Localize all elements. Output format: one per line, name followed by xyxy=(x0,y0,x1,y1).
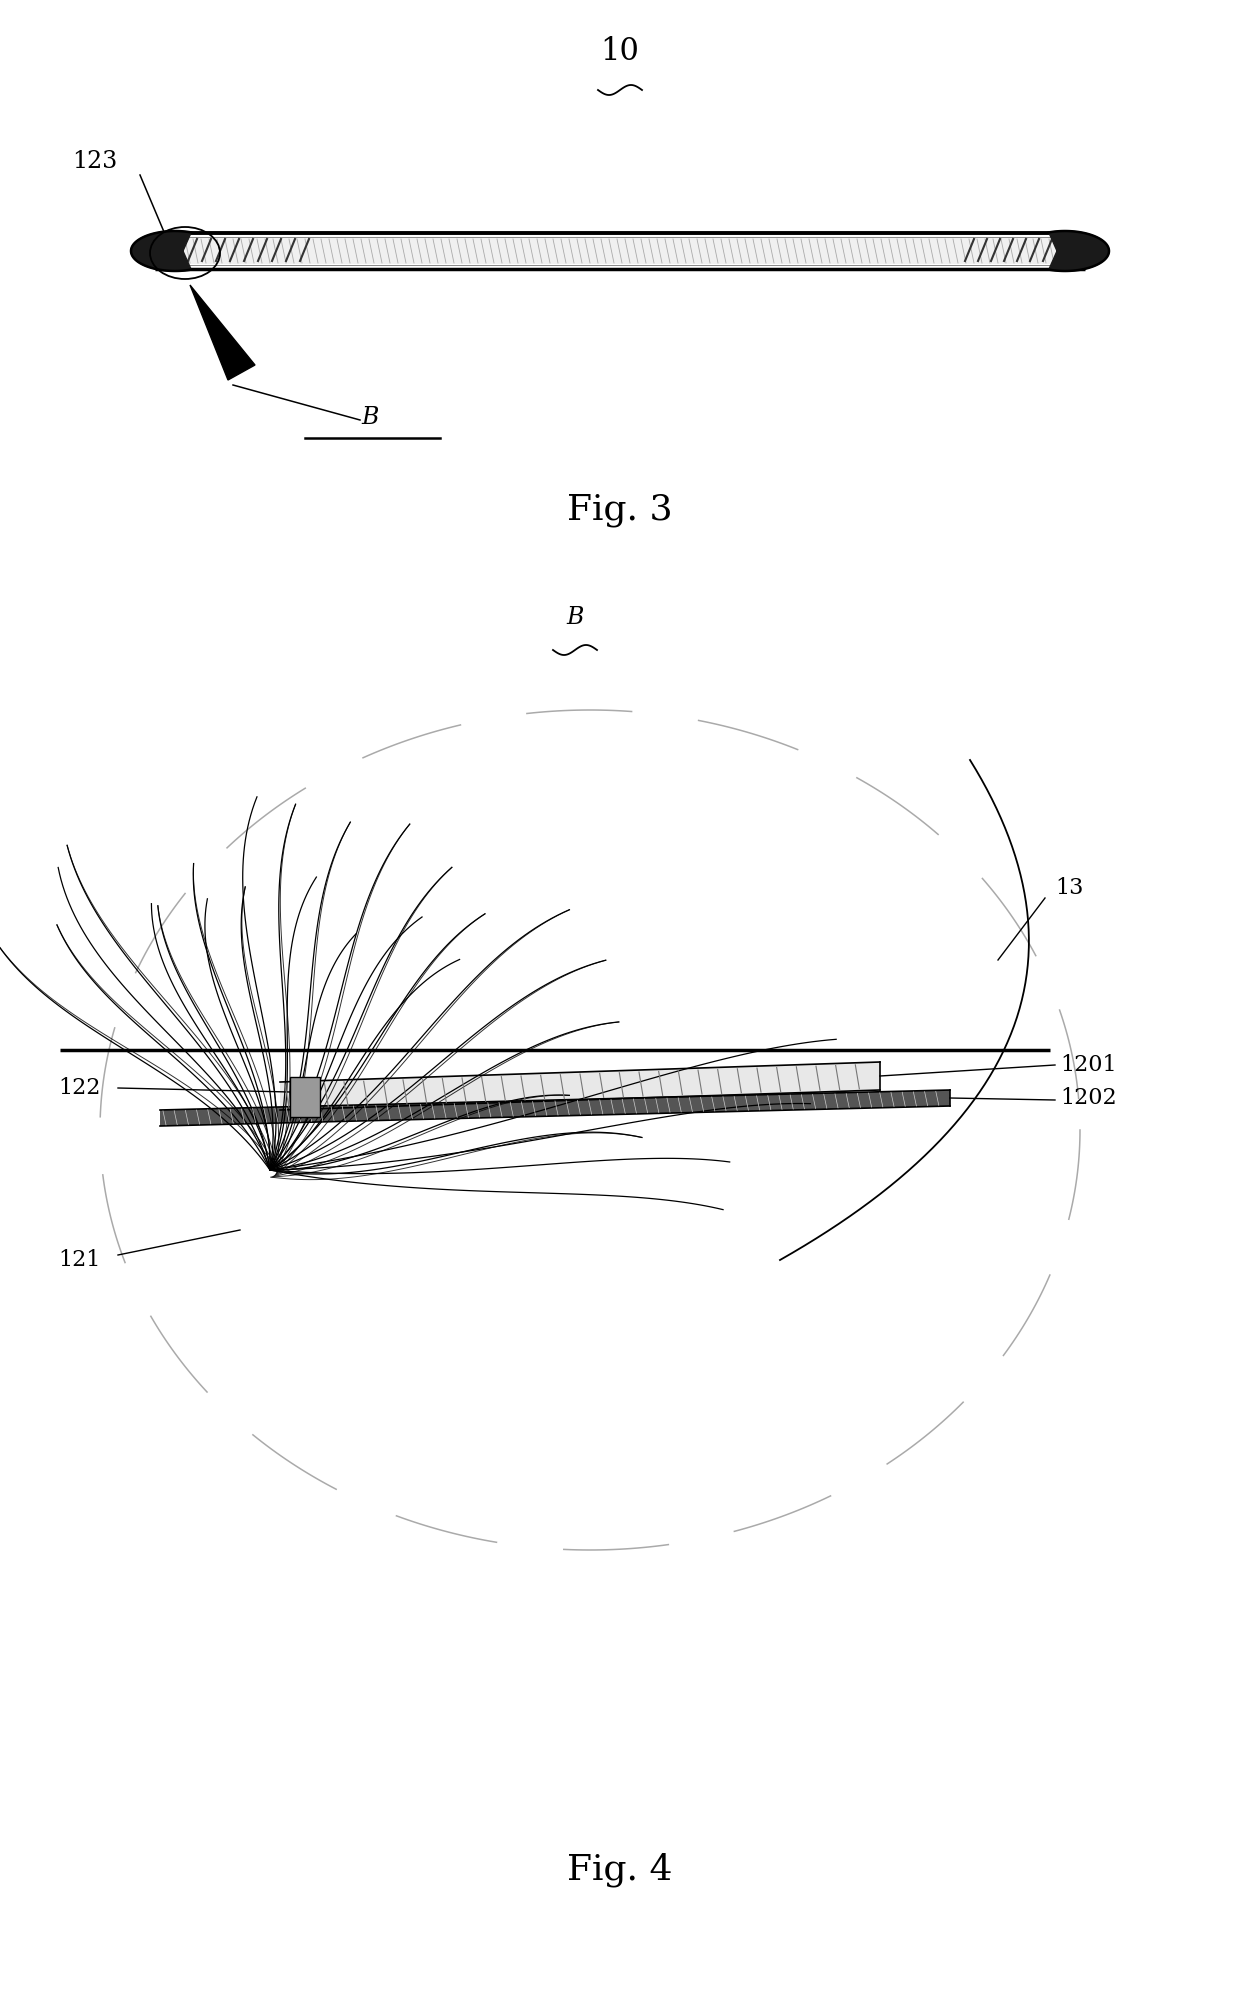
Text: 13: 13 xyxy=(1055,878,1084,898)
Text: 123: 123 xyxy=(72,151,118,173)
Polygon shape xyxy=(190,285,255,380)
Text: B: B xyxy=(567,607,584,629)
Polygon shape xyxy=(1049,231,1109,271)
Text: Fig. 4: Fig. 4 xyxy=(567,1852,673,1886)
Text: 122: 122 xyxy=(58,1077,100,1099)
Text: 10: 10 xyxy=(600,36,640,68)
Bar xyxy=(184,237,1056,263)
Text: B: B xyxy=(361,406,378,430)
Polygon shape xyxy=(160,1091,950,1125)
Text: 1201: 1201 xyxy=(1060,1055,1117,1077)
Text: Fig. 3: Fig. 3 xyxy=(567,492,673,526)
Text: 121: 121 xyxy=(58,1250,100,1272)
Polygon shape xyxy=(131,231,191,271)
Bar xyxy=(290,1077,320,1117)
Text: 1202: 1202 xyxy=(1060,1087,1117,1109)
Polygon shape xyxy=(280,1063,880,1111)
